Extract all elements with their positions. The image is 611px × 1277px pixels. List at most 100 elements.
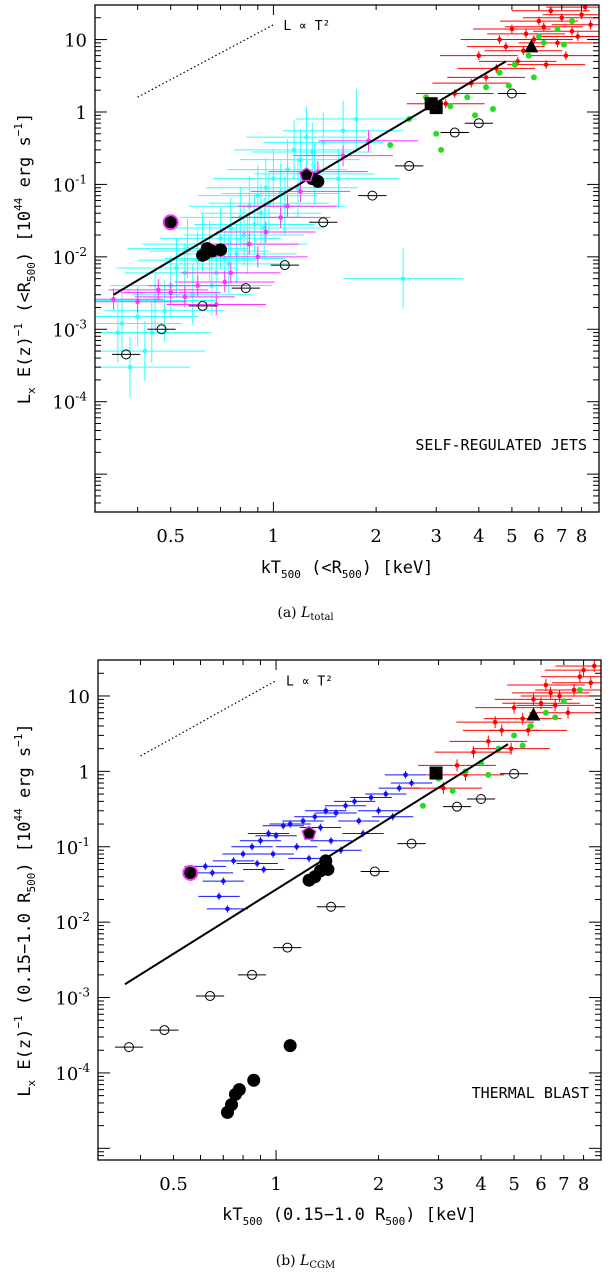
open-circle-point — [506, 88, 517, 99]
open-circle-point — [318, 217, 329, 228]
green-data-point — [511, 732, 518, 739]
magenta-data-point — [278, 215, 283, 220]
cyan-data-point — [252, 222, 257, 227]
open-circle-point — [121, 349, 132, 360]
cyan-data-point — [263, 185, 269, 191]
red-data-point — [485, 739, 491, 744]
red-data-point — [543, 682, 549, 688]
y-axis-label: Lx E(z)−1 (<R500) [1044 erg s−1] — [12, 113, 38, 405]
red-data-point — [536, 18, 542, 24]
red-data-point — [548, 8, 554, 14]
y-tick-label: 10 — [67, 687, 90, 708]
plot-frame — [97, 659, 602, 1161]
blue-data-point — [273, 833, 279, 839]
magenta-data-point — [247, 241, 252, 247]
caption-a-subscript: total — [310, 612, 334, 623]
caption-a-symbol: L — [301, 605, 311, 621]
cyan-data-point — [162, 308, 167, 314]
green-data-point — [554, 25, 561, 32]
x-tick-label: 8 — [578, 1174, 589, 1195]
y-tick-label: 10-2 — [55, 910, 90, 934]
green-data-point — [535, 33, 542, 40]
blue-data-point — [333, 810, 339, 816]
red-data-point — [520, 716, 525, 721]
red-data-point — [579, 12, 584, 18]
x-tick-label: 4 — [473, 526, 484, 547]
cyan-data-point — [190, 292, 195, 298]
cyan-data-point — [149, 330, 155, 335]
open-circle-point — [247, 969, 258, 980]
cyan-data-point — [255, 193, 261, 198]
red-data-point — [569, 29, 575, 34]
magenta-data-point — [255, 254, 261, 260]
blue-data-point — [306, 856, 312, 861]
blue-data-point — [403, 772, 408, 778]
red-data-point — [531, 37, 537, 42]
red-data-point — [497, 37, 502, 42]
open-circle-point — [369, 866, 380, 877]
x-tick-label: 3 — [430, 526, 441, 547]
red-data-point — [511, 705, 517, 710]
x-tick-label: 1 — [270, 1174, 281, 1195]
open-circle-point — [473, 118, 484, 129]
blue-data-point — [300, 818, 306, 824]
plot-frame — [94, 4, 600, 513]
blue-data-point — [323, 808, 329, 814]
x-tick-label: 8 — [576, 526, 587, 547]
magenta-ringed-point — [182, 864, 199, 881]
red-data-point — [588, 22, 593, 28]
cyan-data-point — [336, 176, 341, 181]
green-data-point — [530, 74, 537, 81]
blue-data-point — [203, 864, 208, 869]
blue-data-point — [318, 825, 323, 830]
x-tick-label: 7 — [558, 1174, 569, 1195]
green-data-point — [438, 146, 445, 153]
blue-data-point — [210, 870, 215, 876]
red-data-point — [492, 719, 498, 725]
y-tick-label: 10-2 — [52, 245, 87, 269]
red-data-point — [454, 763, 460, 768]
red-data-point — [531, 697, 536, 702]
blue-data-point — [266, 831, 271, 836]
cyan-data-point — [291, 147, 297, 153]
red-data-point — [563, 53, 569, 58]
x-tick-label: 2 — [373, 1174, 384, 1195]
red-data-point — [523, 31, 529, 37]
caption-a-prefix: (a) — [277, 605, 297, 621]
magenta-data-point — [168, 290, 173, 295]
cyan-data-point — [115, 330, 121, 335]
x-tick-label: 2 — [370, 526, 381, 547]
blue-data-point — [280, 823, 286, 829]
x-tick-label: 0.5 — [159, 1174, 188, 1195]
green-data-point — [505, 82, 512, 89]
blue-data-point — [328, 838, 334, 844]
triangle-point — [524, 39, 539, 53]
blue-data-point — [240, 851, 246, 857]
green-data-point — [485, 771, 492, 778]
cyan-data-point — [142, 348, 148, 354]
green-data-point — [511, 61, 518, 68]
blue-data-point — [258, 838, 263, 844]
magenta-data-point — [195, 283, 201, 288]
open-circle-point — [124, 1042, 135, 1053]
green-data-point — [464, 94, 471, 101]
caption-b-prefix: (b) — [275, 1253, 296, 1269]
magenta-data-point — [263, 229, 269, 235]
plot-area — [114, 660, 601, 1119]
blue-data-point — [216, 894, 222, 899]
green-data-point — [560, 41, 567, 48]
x-axis-label: kT500 (0.15−1.0 R500) [keV] — [222, 1205, 477, 1228]
cyan-data-point — [309, 149, 315, 155]
red-data-point — [571, 687, 577, 693]
blue-data-point — [294, 844, 300, 850]
open-circle-point — [279, 260, 290, 271]
y-tick-label: 10-4 — [55, 1061, 90, 1085]
black-circle-point — [283, 1039, 297, 1053]
black-circle-point — [247, 1073, 261, 1087]
green-data-point — [525, 52, 532, 59]
open-circle-point — [197, 300, 208, 311]
y-tick-label: 1 — [76, 103, 87, 124]
y-axis-label: Lx E(z)−1 (0.15−1.0 R500) [1044 erg s−1] — [12, 723, 38, 1096]
cyan-data-point — [135, 314, 140, 319]
green-data-point — [447, 103, 454, 110]
